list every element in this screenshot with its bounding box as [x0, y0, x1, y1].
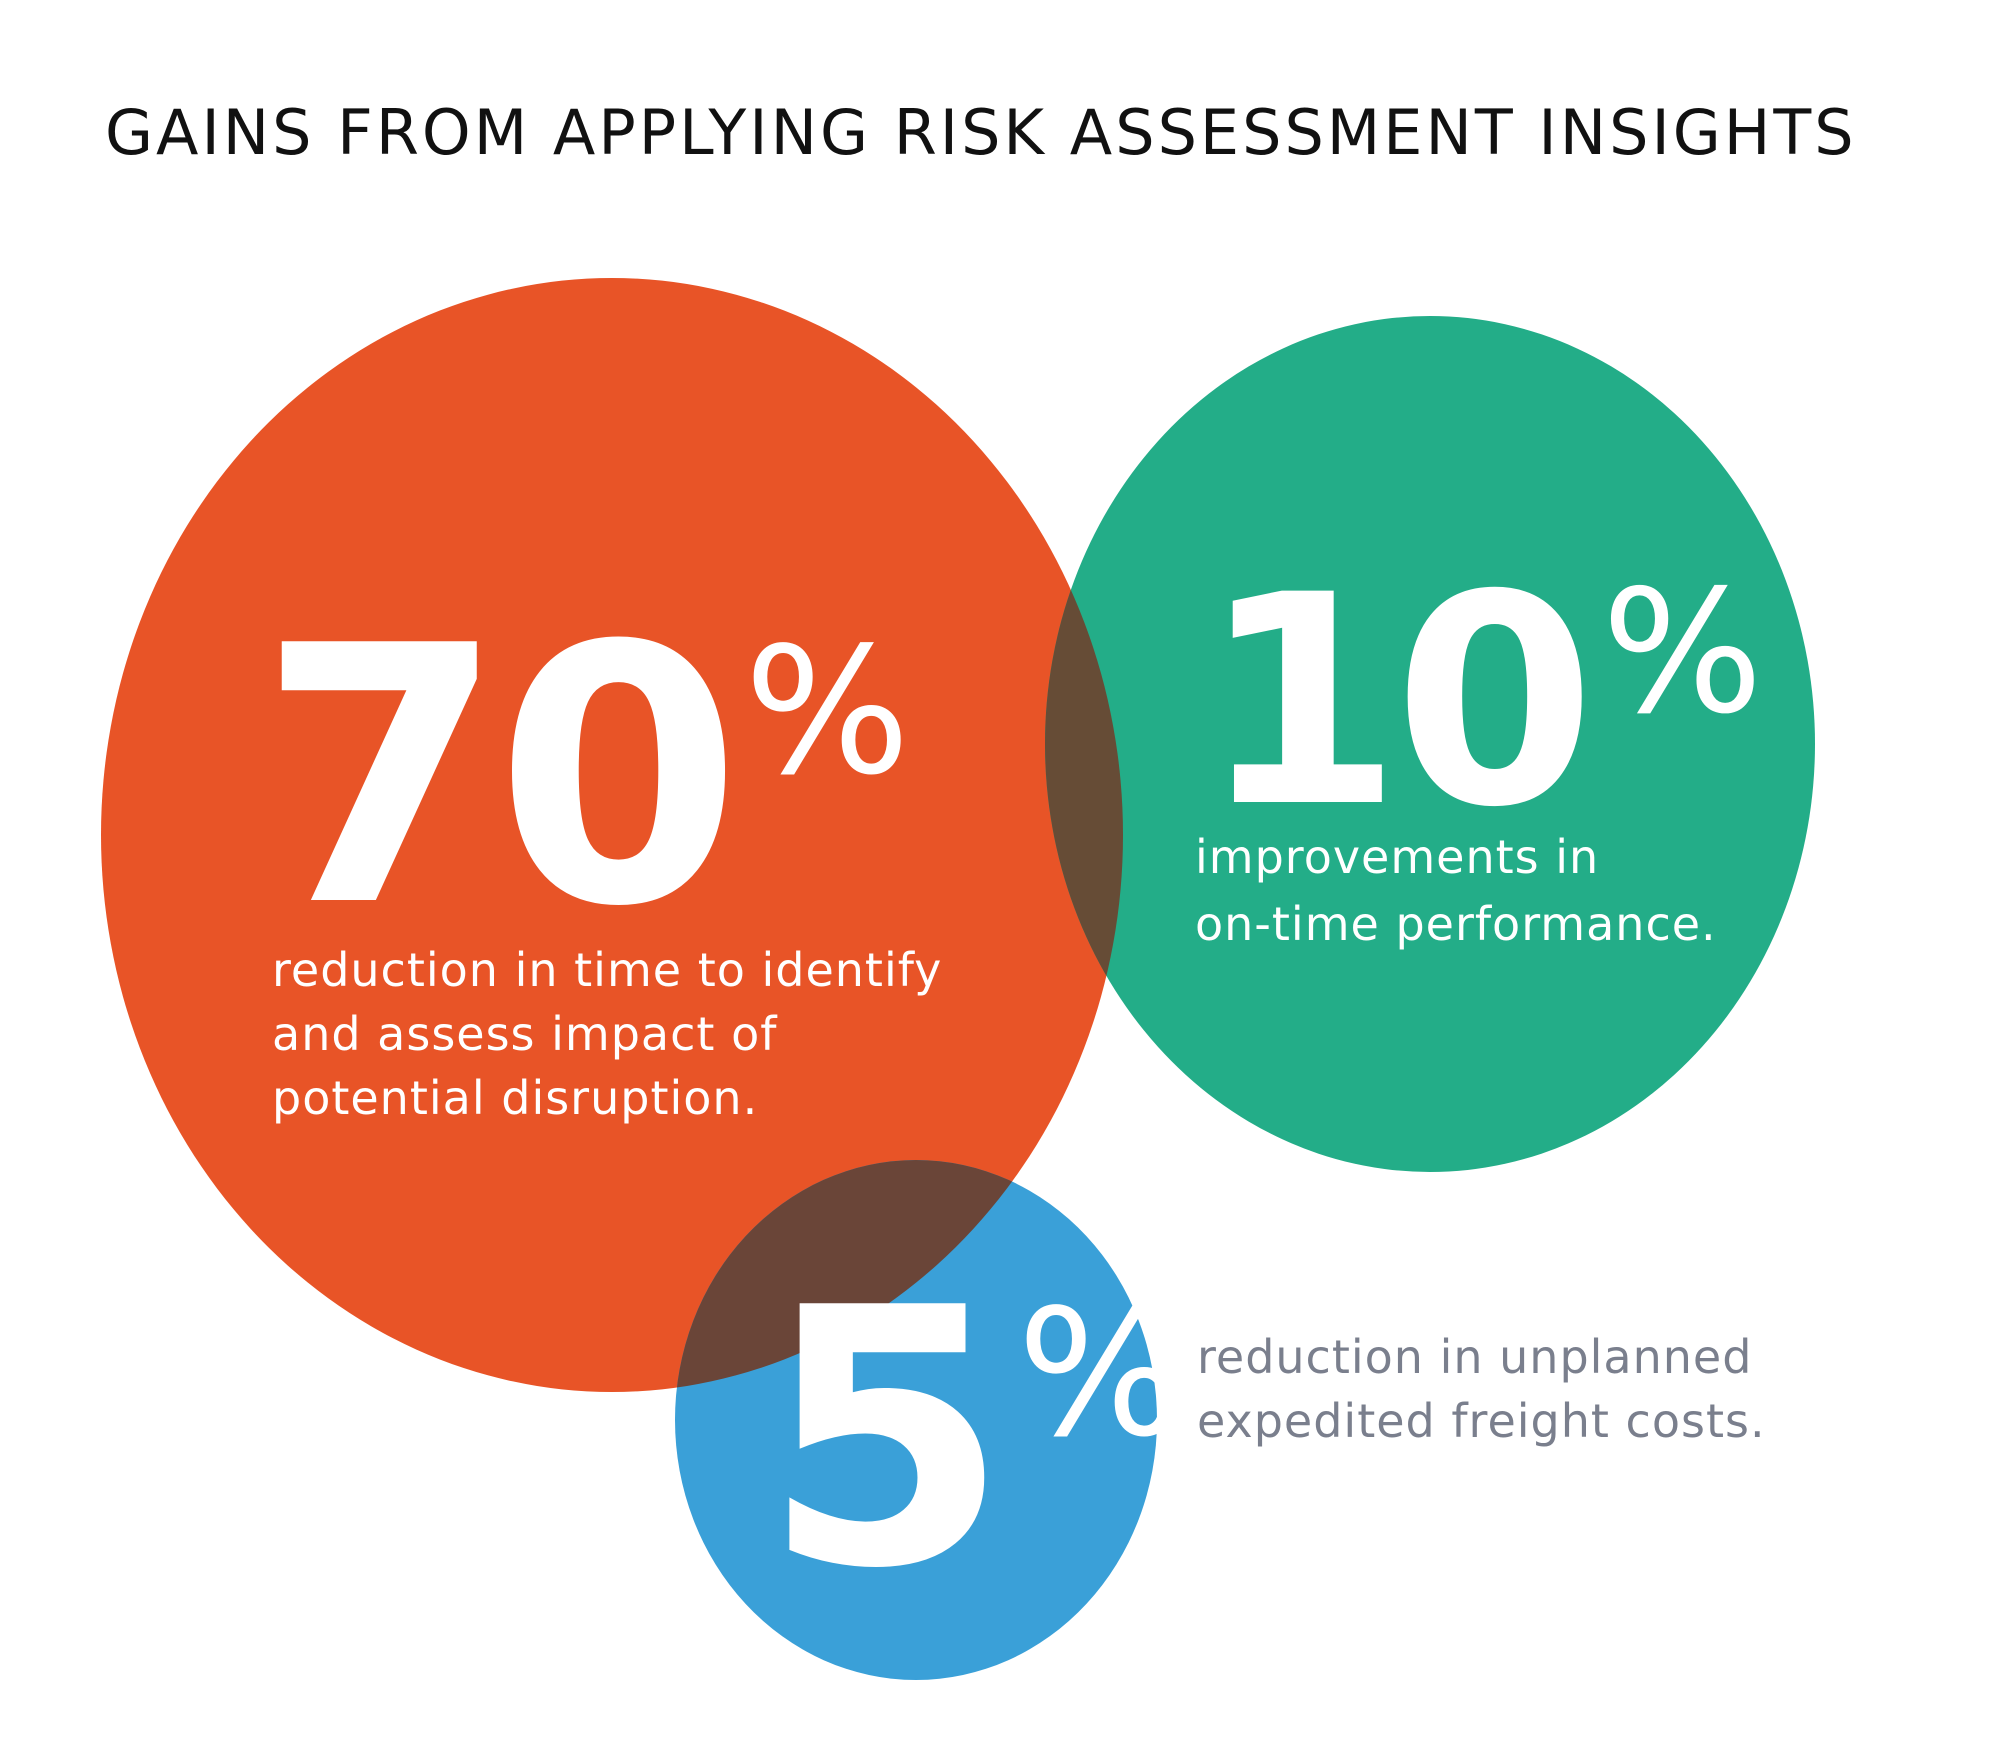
description-line: reduction in time to identify [272, 943, 943, 997]
green-circle [1045, 316, 1815, 1172]
stat-70-description: reduction in time to identify and assess… [272, 938, 942, 1130]
stat-value-number: 10 [1200, 534, 1596, 871]
stat-5-value: 5% [762, 1262, 1183, 1617]
description-line: potential disruption. [272, 1071, 759, 1125]
description-line: improvements in [1195, 830, 1600, 884]
description-line: expedited freight costs. [1197, 1394, 1766, 1448]
stat-value-number: 5 [762, 1232, 1010, 1646]
stat-10-value: 10% [1200, 534, 1764, 871]
percent-sign: % [1017, 1273, 1184, 1476]
stat-70-value: 70% [258, 570, 910, 984]
orange-circle [101, 278, 1123, 1392]
description-line: reduction in unplanned [1197, 1330, 1753, 1384]
description-line: on-time performance. [1195, 897, 1717, 951]
stat-10-description: improvements in on-time performance. [1195, 824, 1717, 958]
page-title: GAINS FROM APPLYING RISK ASSESSMENT INSI… [105, 96, 1857, 169]
stat-5-description: reduction in unplanned expedited freight… [1197, 1325, 1766, 1453]
percent-sign: % [1601, 554, 1764, 752]
description-line: and assess impact of [272, 1007, 778, 1061]
stat-value-number: 70 [258, 570, 742, 984]
percent-sign: % [744, 611, 910, 814]
